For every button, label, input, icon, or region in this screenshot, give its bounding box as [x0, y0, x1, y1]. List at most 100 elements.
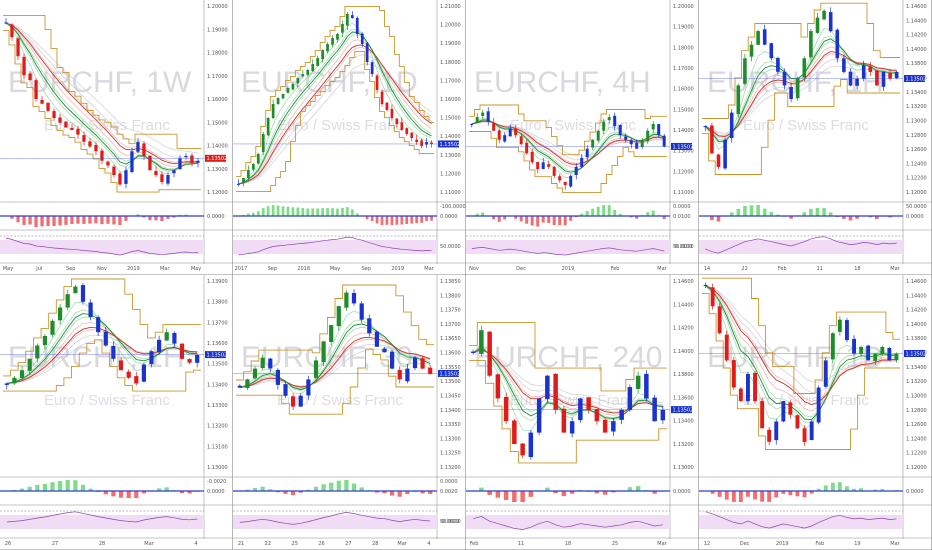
- histogram-bar: [275, 491, 280, 493]
- x-tick-label: Mar: [657, 266, 667, 272]
- y-tick-label: 1.12000: [673, 169, 694, 175]
- candle: [187, 359, 192, 363]
- histogram-bar: [743, 205, 747, 216]
- y-tick-label: 1.15000: [440, 116, 461, 122]
- histogram-bar: [607, 205, 611, 216]
- candle: [717, 306, 722, 334]
- candle: [868, 66, 873, 72]
- osc-line: [705, 236, 897, 254]
- channel-lower: [469, 131, 667, 194]
- histogram-bar: [10, 216, 14, 219]
- histogram-bar: [111, 491, 116, 497]
- x-tick-label: 4: [427, 541, 430, 547]
- candle: [70, 127, 74, 130]
- histogram-bar: [296, 207, 300, 216]
- histogram-bar: [503, 491, 509, 500]
- subtitle-watermark: Euro / Swiss Franc: [44, 117, 170, 134]
- histogram-bar: [321, 484, 326, 491]
- y-tick-label: 1.13900: [207, 279, 228, 285]
- histogram-bar: [613, 209, 617, 216]
- candle: [553, 374, 558, 410]
- y-tick-label: 1.13300: [440, 436, 461, 442]
- histogram-bar: [760, 491, 765, 502]
- y-tick-label: 1.13400: [207, 382, 228, 388]
- x-tick-label: Mar: [160, 266, 170, 272]
- y-tick-label: 1.13600: [440, 351, 461, 357]
- histogram-bar: [385, 216, 389, 225]
- histogram-bar: [103, 491, 108, 495]
- candle: [306, 70, 310, 75]
- osc-tick-label: -0.0020: [207, 479, 226, 485]
- histogram-bar: [823, 485, 828, 491]
- candle: [495, 374, 501, 399]
- channel-upper: [3, 278, 201, 377]
- x-tick-label: 18: [854, 266, 860, 272]
- channel-upper: [469, 104, 667, 156]
- ma-line: [705, 285, 897, 423]
- histogram-bar: [124, 216, 128, 221]
- candle: [382, 348, 387, 353]
- x-tick-label: Feb: [778, 266, 787, 272]
- y-tick-label: 1.14200: [673, 326, 694, 332]
- candle: [237, 385, 242, 388]
- price-tag: 1.13502: [906, 351, 927, 357]
- candle: [178, 158, 182, 170]
- histogram-bar: [635, 216, 639, 219]
- candle: [767, 429, 772, 442]
- y-tick-label: 1.14000: [673, 128, 694, 134]
- candle: [96, 317, 101, 333]
- histogram-bar: [370, 216, 374, 222]
- candle: [760, 401, 765, 429]
- histogram-bar: [552, 216, 556, 226]
- y-tick-label: 1.13000: [673, 465, 694, 471]
- histogram-bar: [611, 491, 616, 493]
- histogram-bar: [880, 488, 885, 491]
- candle: [141, 364, 146, 382]
- histogram-bar: [306, 208, 310, 216]
- candle: [12, 377, 17, 384]
- histogram-bar: [428, 491, 433, 494]
- histogram-bar: [380, 216, 384, 225]
- fast-ma-line: [471, 119, 665, 173]
- histogram-bar: [100, 216, 104, 225]
- price-tag-bg: [438, 369, 459, 377]
- candle: [164, 332, 169, 341]
- slow-ma-line: [705, 285, 897, 406]
- y-tick-label: 1.19000: [673, 25, 694, 31]
- candle: [536, 161, 540, 170]
- candle: [130, 151, 134, 173]
- histogram-bar: [781, 491, 786, 494]
- x-tick-label: 28: [99, 541, 105, 547]
- histogram-bar: [525, 216, 529, 224]
- histogram-bar: [528, 491, 534, 497]
- candle: [519, 136, 523, 145]
- histogram-bar: [19, 488, 25, 491]
- subtitle-watermark: Euro / Swiss Franc: [277, 392, 403, 409]
- histogram-bar: [329, 482, 334, 491]
- slow-ma-line: [239, 336, 431, 389]
- candle: [545, 375, 550, 400]
- osc-tick-label: 50.0000: [906, 204, 927, 210]
- osc-line: [473, 516, 663, 530]
- histogram-bar: [313, 486, 319, 491]
- candle: [46, 102, 50, 111]
- ma-line: [238, 39, 432, 185]
- candle: [809, 31, 813, 58]
- x-tick-label: Dec: [516, 266, 526, 272]
- candle: [27, 358, 32, 371]
- ma-line: [705, 285, 897, 394]
- candle: [118, 173, 122, 185]
- x-tick-label: Sep: [268, 266, 277, 272]
- candle: [40, 99, 44, 104]
- histogram-bar: [762, 208, 767, 216]
- histogram-bar: [536, 216, 540, 227]
- histogram-bar: [888, 216, 892, 218]
- histogram-bar: [118, 216, 122, 226]
- osc-tick-label: -100.0000: [440, 204, 466, 210]
- candle: [618, 125, 622, 136]
- chart-panel: EURCHF, 1H Euro / Swiss Franc 1.13900 1.138…: [0, 275, 233, 550]
- histogram-bar: [397, 491, 402, 497]
- candle: [190, 155, 194, 164]
- channel-upper: [3, 14, 201, 149]
